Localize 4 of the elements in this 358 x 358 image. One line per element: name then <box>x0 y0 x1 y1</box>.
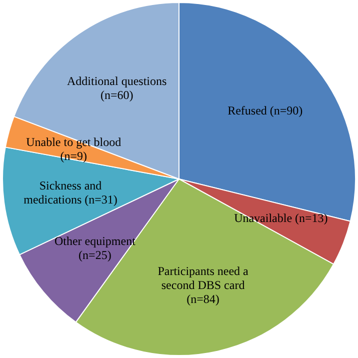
slice-label: Participants need a second DBS card (n=84) <box>158 264 250 306</box>
slice-label: Additional questions (n=60) <box>67 74 167 102</box>
slice-label: Sickness and medications (n=31) <box>24 178 118 206</box>
slice-label: Refused (n=90) <box>228 104 303 118</box>
